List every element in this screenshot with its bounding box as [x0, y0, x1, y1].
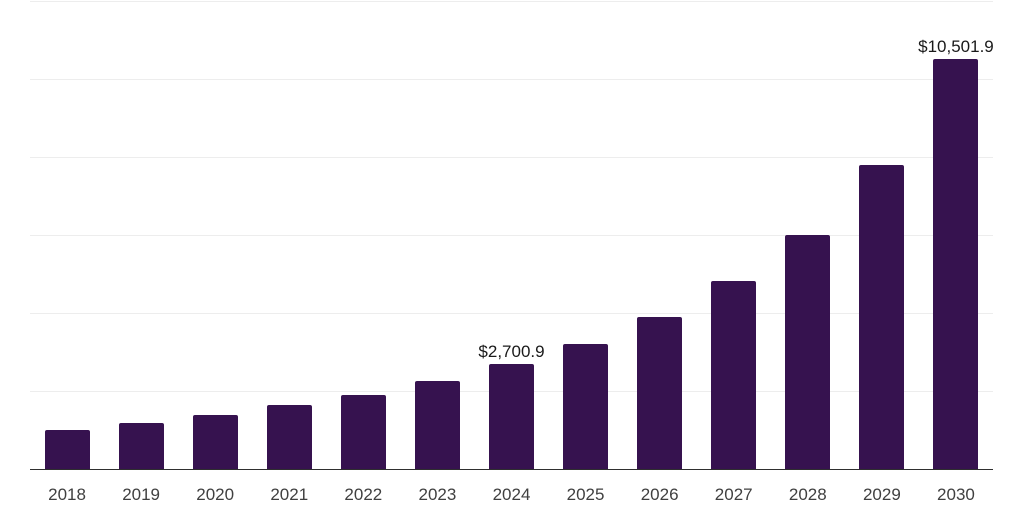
x-tick-label-2023: 2023: [418, 485, 457, 504]
gridline-12000: [30, 0, 993, 2]
bar-2022: [340, 395, 386, 469]
x-tick-label-2028: 2028: [788, 485, 827, 504]
bar-2028: [785, 234, 831, 469]
bar-2019: [118, 422, 164, 469]
x-tick-label-2021: 2021: [270, 485, 309, 504]
x-tick-label-2020: 2020: [196, 485, 235, 504]
x-tick-label-2027: 2027: [714, 485, 753, 504]
x-tick-label-2030: 2030: [937, 485, 975, 504]
bar-2020: [192, 414, 238, 469]
bar-2025: [563, 343, 609, 469]
bar-2029: [859, 164, 905, 469]
gridline-6000: [30, 234, 993, 236]
x-tick-label-2018: 2018: [48, 485, 86, 504]
bar-2018: [44, 429, 90, 469]
x-tick-label-2025: 2025: [566, 485, 605, 504]
gridline-8000: [30, 156, 993, 158]
value-label-2024: $2,700.9: [478, 341, 545, 361]
bar-2030: [933, 59, 979, 469]
bar-2024: [489, 363, 534, 469]
x-tick-label-2022: 2022: [344, 485, 383, 504]
bar-2023: [414, 381, 460, 469]
bar-2021: [266, 404, 312, 469]
gridline-10000: [30, 78, 993, 80]
gridline-4000: [30, 312, 993, 314]
x-tick-label-2026: 2026: [640, 485, 679, 504]
x-axis-line: [30, 469, 993, 470]
x-tick-label-2029: 2029: [862, 485, 901, 504]
bar-2026: [637, 317, 683, 469]
value-label-2030: $10,501.9: [918, 37, 994, 57]
x-tick-label-2024: 2024: [492, 485, 531, 504]
x-tick-label-2019: 2019: [122, 485, 161, 504]
bar-2027: [711, 281, 757, 469]
